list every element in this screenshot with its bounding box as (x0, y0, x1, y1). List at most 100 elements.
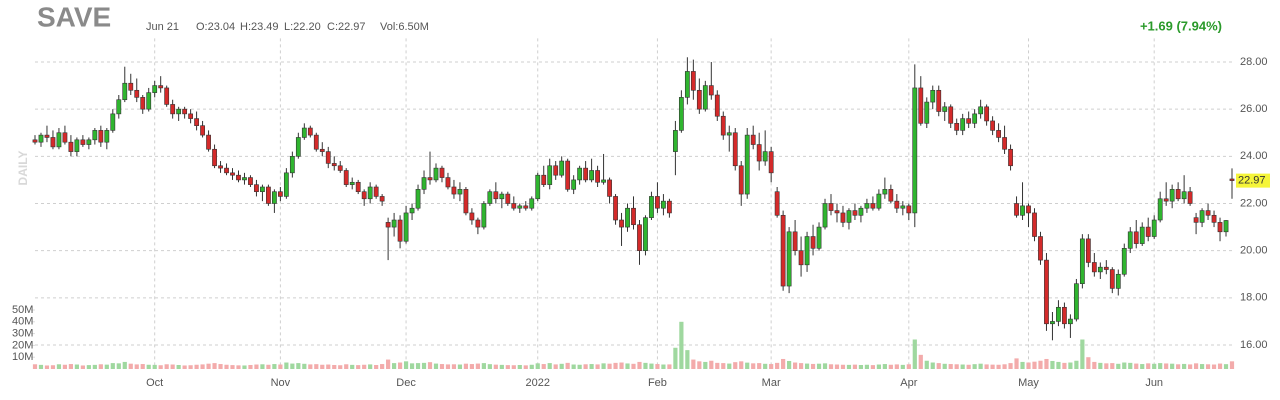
candle-body (1115, 273, 1121, 289)
candle-body (391, 219, 397, 228)
candle-body (337, 165, 343, 171)
volume-bar (224, 364, 229, 369)
volume-bar (493, 364, 498, 369)
candle-body (325, 151, 331, 164)
candle-body (936, 89, 942, 112)
candle-body (583, 167, 589, 181)
candle-body (319, 148, 325, 152)
candle-body (50, 137, 56, 148)
volume-bar (834, 364, 840, 369)
volume-bar (793, 362, 798, 369)
candle-body (732, 132, 738, 167)
volume-bar (98, 364, 103, 369)
volume-bar (451, 364, 457, 369)
volume-bar (745, 362, 750, 369)
candle-body (822, 203, 828, 228)
candle-body (74, 139, 80, 152)
candle-body (62, 132, 68, 143)
volume-bar (80, 365, 85, 369)
candle-body (152, 85, 158, 93)
y-tick-label: 28.00 (1240, 56, 1268, 68)
candle-body (1181, 191, 1187, 200)
volume-bar (1032, 361, 1037, 369)
candle-body (523, 205, 529, 209)
volume-bar (1140, 364, 1145, 369)
candle-body (427, 177, 433, 181)
volume-bar (804, 363, 810, 369)
candle-body (146, 92, 152, 110)
candle-body (1050, 321, 1055, 325)
volume-bar (1116, 363, 1121, 369)
candle-body (643, 217, 648, 251)
volume-bar (475, 363, 480, 369)
volume-bar (445, 364, 451, 369)
candle-body (601, 179, 606, 183)
volume-bar (314, 364, 319, 369)
candle-body (559, 160, 565, 176)
candle-body (804, 236, 810, 266)
volume-bar (439, 364, 445, 369)
candle-body (750, 134, 756, 145)
candle-body (230, 172, 235, 176)
header-close: C:22.97 (327, 21, 366, 33)
volume-bar (775, 362, 780, 369)
volume-bar (709, 360, 714, 369)
volume-bar (242, 365, 247, 369)
volume-bar (457, 364, 463, 369)
volume-bar (409, 363, 415, 369)
candle-body (882, 189, 888, 195)
volume-tick-label: 10M (12, 351, 33, 363)
volume-bar (1074, 360, 1079, 369)
volume-bar (1056, 361, 1061, 369)
volume-bar (248, 364, 253, 369)
candle-body (1085, 238, 1091, 263)
candle-body (1032, 212, 1037, 237)
candle-body (589, 170, 594, 181)
volume-bar (86, 365, 91, 369)
x-tick-label: Nov (271, 377, 291, 389)
candle-body (343, 170, 349, 185)
volume-bar (667, 364, 672, 369)
candle-body (768, 151, 774, 174)
candle-body (397, 219, 403, 242)
volume-bar (380, 364, 385, 369)
volume-bar (643, 362, 648, 369)
volume-bar (978, 363, 983, 369)
candle-body (110, 113, 116, 131)
candle-body (738, 165, 744, 195)
volume-bar (918, 354, 923, 369)
volume-bar (284, 362, 289, 369)
volume-bar (320, 364, 325, 369)
header-volume: Vol:6.50M (380, 21, 429, 33)
candle-body (283, 172, 289, 197)
volume-bar (751, 363, 756, 369)
volume-bar (505, 365, 510, 369)
candle-body (32, 139, 38, 143)
volume-bar (487, 364, 492, 369)
candle-body (840, 212, 846, 223)
volume-bar (415, 363, 421, 369)
volume-bar (362, 364, 367, 369)
y-tick-label: 16.00 (1240, 339, 1268, 351)
candle-body (266, 186, 271, 204)
volume-bar (1205, 364, 1211, 369)
candle-body (313, 134, 319, 150)
volume-bar (1086, 357, 1091, 369)
candle-body (92, 130, 98, 141)
volume-bar (1092, 361, 1097, 369)
candle-body (1157, 198, 1163, 221)
volume-bar (697, 361, 702, 369)
candle-body (1062, 306, 1067, 325)
candle-body (301, 127, 307, 138)
candle-body (996, 130, 1001, 138)
candle-body (667, 200, 672, 214)
volume-bar (1098, 362, 1103, 369)
candle-body (164, 87, 170, 105)
volume-bar (1182, 363, 1187, 369)
y-tick-label: 26.00 (1240, 103, 1268, 115)
candle-body (888, 189, 894, 202)
volume-bar (50, 365, 56, 369)
candle-body (870, 203, 876, 209)
candle-body (260, 186, 265, 193)
candle-body (1187, 191, 1193, 204)
